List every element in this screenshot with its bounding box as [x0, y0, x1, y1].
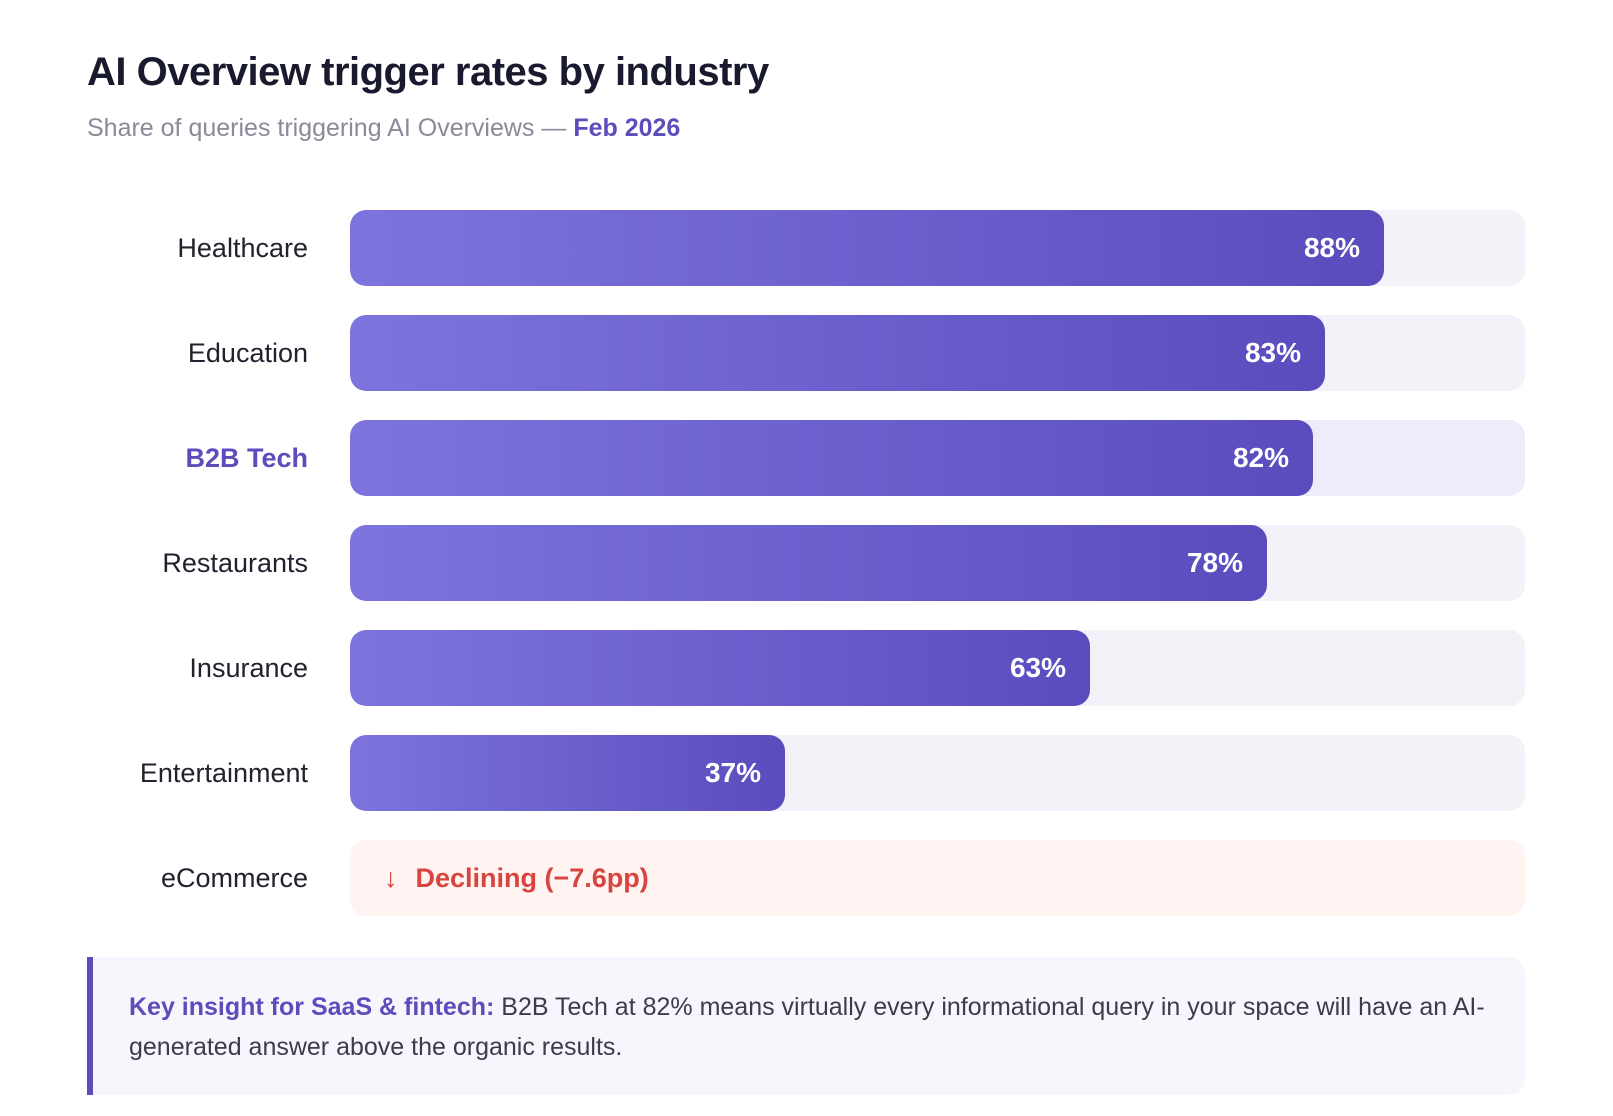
category-label: Insurance	[189, 653, 308, 683]
bar-row-restaurants: Restaurants 78%	[0, 525, 1613, 601]
category-label: eCommerce	[160, 863, 308, 893]
data-label: 83%	[1244, 337, 1301, 368]
bar-track: 83%	[350, 315, 1525, 391]
bar-row-insurance: Insurance 63%	[0, 630, 1613, 706]
subtitle-date: Feb 2026	[573, 114, 681, 142]
bar-track: ↓ Declining (−7.6pp)	[350, 840, 1525, 916]
bar-b2b-tech: 82%	[350, 420, 1313, 496]
category-label: Restaurants	[162, 548, 308, 578]
category-label: Education	[187, 338, 308, 368]
chart-subtitle: Share of queries triggering AI Overviews…	[87, 114, 680, 143]
bar-insurance: 63%	[350, 630, 1090, 706]
category-label: Healthcare	[177, 233, 308, 263]
bar-restaurants: 78%	[350, 525, 1267, 601]
bar-track: 88%	[350, 210, 1525, 286]
data-label: 37%	[704, 757, 761, 788]
bar-row-entertainment: Entertainment 37%	[0, 735, 1613, 811]
data-label: 78%	[1186, 547, 1243, 578]
data-label: 82%	[1232, 442, 1289, 473]
bar-track: 82%	[350, 420, 1525, 496]
bar-row-healthcare: Healthcare 88%	[0, 210, 1613, 286]
annotation-text: Declining (−7.6pp)	[415, 863, 649, 893]
subtitle-text: Share of queries triggering AI Overviews…	[87, 114, 574, 142]
category-label: Entertainment	[139, 758, 308, 788]
bar-healthcare: 88%	[350, 210, 1384, 286]
bar-entertainment: 37%	[350, 735, 785, 811]
arrow-down-icon: ↓	[384, 863, 398, 893]
declining-annotation: ↓ Declining (−7.6pp)	[384, 840, 649, 916]
insight-body: B2B Tech at 82% means virtually every in…	[129, 993, 1485, 1061]
data-label: 88%	[1303, 232, 1360, 263]
bar-row-ecommerce: eCommerce ↓ Declining (−7.6pp)	[0, 840, 1613, 916]
insight-lead: Key insight for SaaS & fintech:	[129, 993, 495, 1021]
chart-title: AI Overview trigger rates by industry	[87, 50, 769, 94]
insight-callout: Key insight for SaaS & fintech: B2B Tech…	[87, 957, 1525, 1095]
bar-track: 78%	[350, 525, 1525, 601]
data-label: 63%	[1009, 652, 1066, 683]
bar-track: 37%	[350, 735, 1525, 811]
bar-education: 83%	[350, 315, 1325, 391]
bar-row-education: Education 83%	[0, 315, 1613, 391]
bar-track: 63%	[350, 630, 1525, 706]
category-label: B2B Tech	[185, 443, 308, 473]
bar-row-b2b-tech: B2B Tech 82%	[0, 420, 1613, 496]
